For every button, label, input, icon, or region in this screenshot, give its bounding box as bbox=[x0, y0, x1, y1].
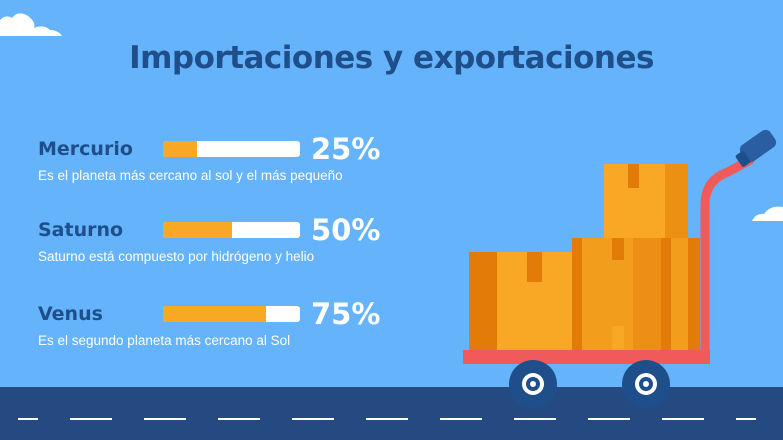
progress-bar bbox=[163, 222, 300, 238]
wheel-left-icon bbox=[509, 360, 557, 408]
progress-bar bbox=[163, 306, 300, 322]
progress-bar bbox=[163, 141, 300, 157]
wheel-right-icon bbox=[622, 360, 670, 408]
cloud-right-icon bbox=[752, 206, 783, 221]
progress-fill bbox=[163, 141, 198, 157]
item-description: Es el segundo planeta más cercano al Sol bbox=[38, 333, 291, 348]
item-label: Mercurio bbox=[38, 138, 133, 160]
percent-text: 50% bbox=[311, 213, 381, 247]
item-description: Es el planeta más cercano al sol y el má… bbox=[38, 168, 343, 183]
progress-fill bbox=[163, 222, 232, 238]
list-item-saturno: Saturno 50% Saturno está compuesto por h… bbox=[38, 213, 418, 288]
road-dashes bbox=[18, 418, 756, 420]
percent-text: 75% bbox=[311, 297, 381, 331]
list-item-venus: Venus 75% Es el segundo planeta más cerc… bbox=[38, 297, 418, 372]
item-label: Saturno bbox=[38, 219, 124, 241]
item-label: Venus bbox=[38, 303, 103, 325]
page-title: Importaciones y exportaciones bbox=[129, 40, 654, 76]
item-description: Saturno está compuesto por hidrógeno y h… bbox=[38, 249, 315, 264]
list-item-mercurio: Mercurio 25% Es el planeta más cercano a… bbox=[38, 132, 418, 207]
percent-text: 25% bbox=[311, 132, 381, 166]
cloud-top-left-icon bbox=[0, 13, 62, 36]
progress-fill bbox=[163, 306, 266, 322]
